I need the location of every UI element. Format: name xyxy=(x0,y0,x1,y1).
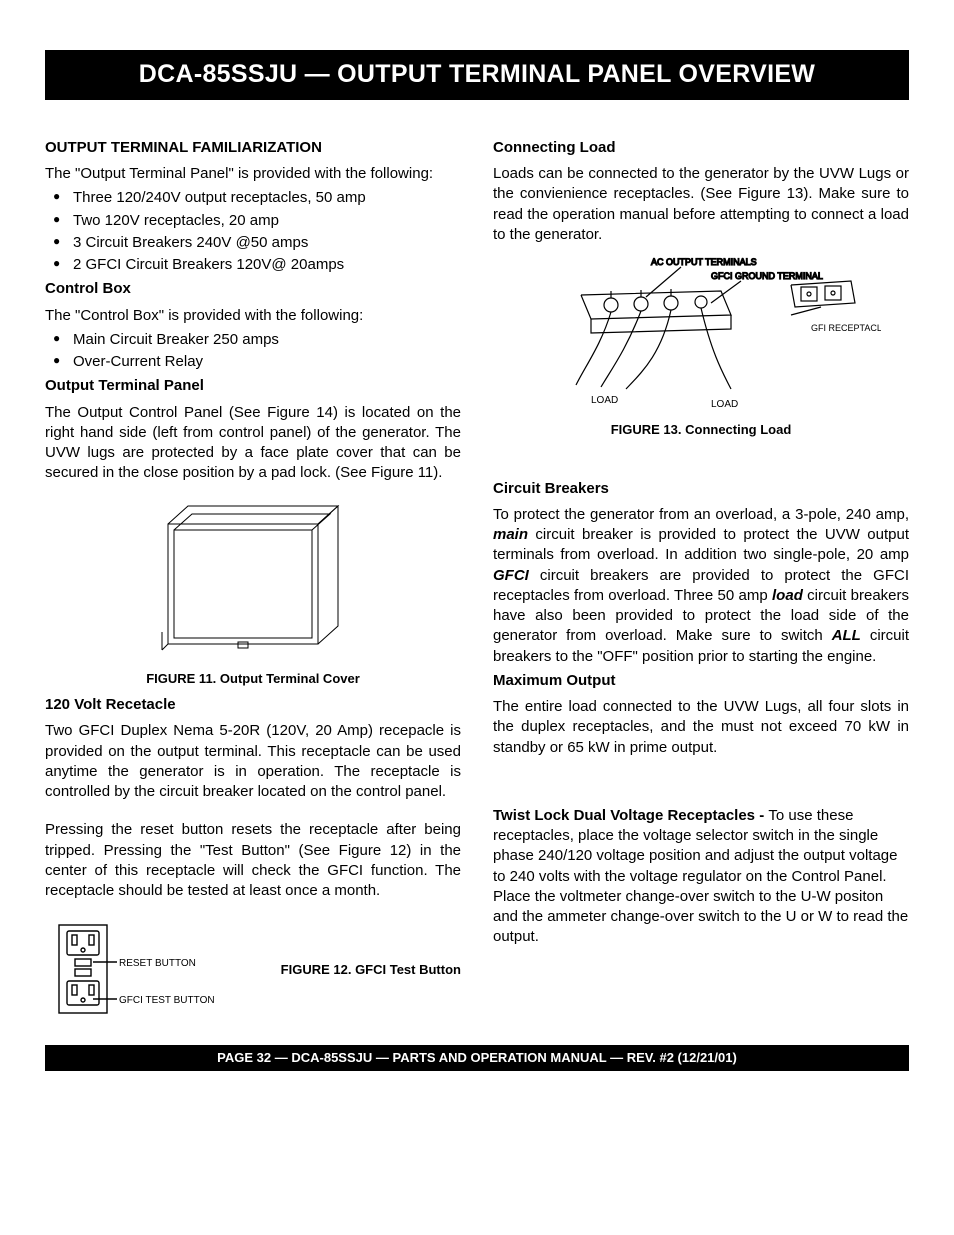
left-column: OUTPUT TERMINAL FAMILIARIZATION The "Out… xyxy=(45,138,461,1020)
control-box-heading: Control Box xyxy=(45,279,461,299)
load-left-label: LOAD xyxy=(591,395,618,406)
output-terminal-list: Three 120/240V output receptacles, 50 am… xyxy=(45,188,461,275)
header-bar: DCA-85SSJU — OUTPUT TERMINAL PANEL OVERV… xyxy=(45,50,909,100)
control-box-list: Main Circuit Breaker 250 amps Over-Curre… xyxy=(45,330,461,373)
output-terminal-familiarization-heading: OUTPUT TERMINAL FAMILIARIZATION xyxy=(45,138,461,158)
figure-12-caption: FIGURE 12. GFCI Test Button xyxy=(281,961,461,979)
circuit-breakers-heading: Circuit Breakers xyxy=(493,479,909,499)
gfci-test-button-drawing: RESET BUTTON GFCI TEST BUTTON xyxy=(53,919,223,1019)
list-item: Three 120/240V output receptacles, 50 am… xyxy=(53,188,461,208)
figure-11-caption: FIGURE 11. Output Terminal Cover xyxy=(45,670,461,688)
gfci-test-button-label: GFCI TEST BUTTON xyxy=(119,995,215,1006)
content-columns: OUTPUT TERMINAL FAMILIARIZATION The "Out… xyxy=(45,138,909,1020)
list-item: 2 GFCI Circuit Breakers 120V@ 20amps xyxy=(53,255,461,275)
cb-load: load xyxy=(772,587,803,604)
volt-receptacle-heading: 120 Volt Recetacle xyxy=(45,695,461,715)
list-item: Two 120V receptacles, 20 amp xyxy=(53,211,461,231)
maximum-output-para: The entire load connected to the UVW Lug… xyxy=(493,697,909,758)
control-box-intro: The "Control Box" is provided with the f… xyxy=(45,306,461,326)
right-column: Connecting Load Loads can be connected t… xyxy=(493,138,909,1020)
footer-text: PAGE 32 — DCA-85SSJU — PARTS AND OPERATI… xyxy=(217,1050,737,1065)
list-item: 3 Circuit Breakers 240V @50 amps xyxy=(53,233,461,253)
volt-receptacle-para1: Two GFCI Duplex Nema 5-20R (120V, 20 Amp… xyxy=(45,721,461,802)
connecting-load-para: Loads can be connected to the generator … xyxy=(493,164,909,245)
figure-11 xyxy=(45,494,461,664)
gfci-ground-label: GFCI GROUND TERMINAL xyxy=(711,271,823,281)
cb-all: ALL xyxy=(832,627,861,644)
page-title: DCA-85SSJU — OUTPUT TERMINAL PANEL OVERV… xyxy=(55,58,899,92)
twist-lock-heading: Twist Lock Dual Voltage Receptacles - xyxy=(493,807,768,824)
load-right-label: LOAD xyxy=(711,399,738,410)
list-item: Over-Current Relay xyxy=(53,352,461,372)
gfi-receptacle-label: GFI RECEPTACLI xyxy=(811,323,881,333)
cb-text: To protect the generator from an overloa… xyxy=(493,506,909,523)
cb-gfci: GFCI xyxy=(493,567,529,584)
twist-lock-text: To use these receptacles, place the volt… xyxy=(493,807,908,946)
output-terminal-panel-heading: Output Terminal Panel xyxy=(45,376,461,396)
cb-text: circuit breaker is provided to protect t… xyxy=(493,526,909,563)
output-terminal-familiarization-intro: The "Output Terminal Panel" is provided … xyxy=(45,164,461,184)
connecting-load-heading: Connecting Load xyxy=(493,138,909,158)
volt-receptacle-para2: Pressing the reset button resets the rec… xyxy=(45,820,461,901)
maximum-output-heading: Maximum Output xyxy=(493,671,909,691)
circuit-breakers-para: To protect the generator from an overloa… xyxy=(493,505,909,667)
ac-output-label: AC OUTPUT TERMINALS xyxy=(651,257,757,267)
connecting-load-drawing: AC OUTPUT TERMINALS GFCI GROUND TERMINAL xyxy=(521,255,881,415)
twist-lock-para: Twist Lock Dual Voltage Receptacles - To… xyxy=(493,806,909,948)
cb-main: main xyxy=(493,526,528,543)
figure-12: RESET BUTTON GFCI TEST BUTTON FIGURE 12.… xyxy=(45,919,461,1019)
figure-13: AC OUTPUT TERMINALS GFCI GROUND TERMINAL xyxy=(493,255,909,415)
output-terminal-cover-drawing xyxy=(148,494,358,664)
output-terminal-panel-para: The Output Control Panel (See Figure 14)… xyxy=(45,403,461,484)
footer-bar: PAGE 32 — DCA-85SSJU — PARTS AND OPERATI… xyxy=(45,1045,909,1071)
reset-button-label: RESET BUTTON xyxy=(119,958,196,969)
list-item: Main Circuit Breaker 250 amps xyxy=(53,330,461,350)
figure-13-caption: FIGURE 13. Connecting Load xyxy=(493,421,909,439)
